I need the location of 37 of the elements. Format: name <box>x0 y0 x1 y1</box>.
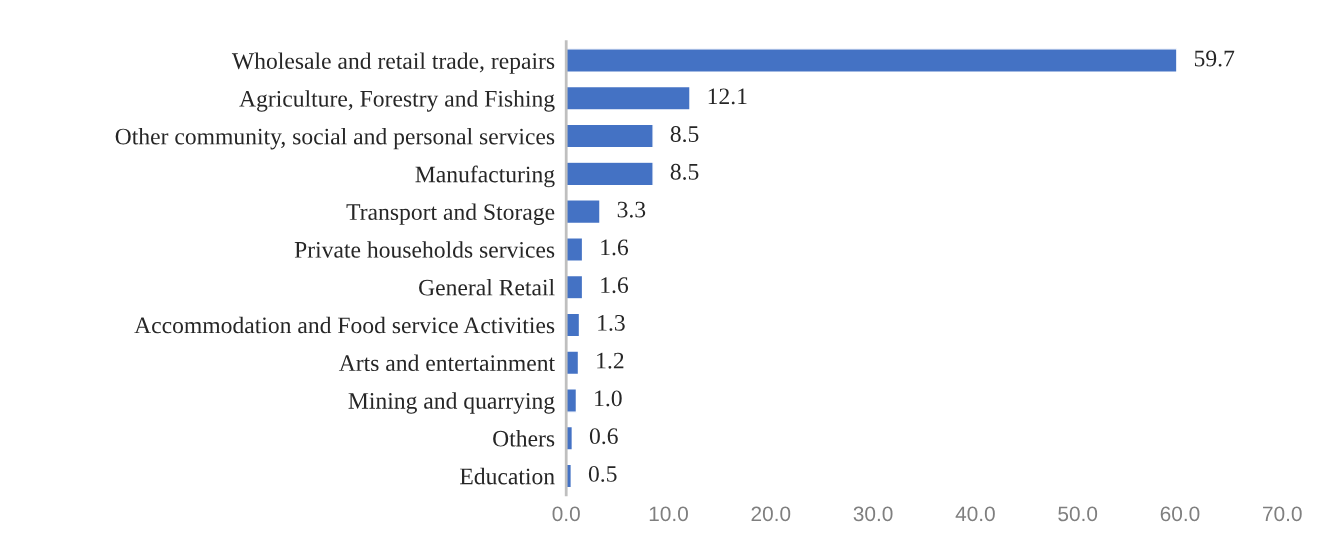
y-tick-label: Others <box>493 430 555 447</box>
data-label: 59.7 <box>1194 50 1235 67</box>
data-label: 8.5 <box>670 163 699 180</box>
y-tick-label: General Retail <box>419 278 555 296</box>
data-label: 0.5 <box>588 465 617 482</box>
x-tick-label: 40.0 <box>955 506 995 522</box>
x-tick-label: 10.0 <box>649 506 688 522</box>
x-tick-label: 60.0 <box>1160 506 1200 522</box>
x-tick-label: 50.0 <box>1058 506 1098 522</box>
bar <box>566 48 1178 73</box>
data-label: 1.0 <box>595 390 622 407</box>
bar <box>566 123 654 149</box>
y-tick-label: Arts and entertainment <box>338 354 555 372</box>
data-label: 12.1 <box>708 88 747 105</box>
y-tick-label: Accommodation and Food service Activities <box>134 316 555 334</box>
data-label: 1.6 <box>601 239 629 256</box>
x-tick-label: 0.0 <box>552 506 580 522</box>
y-tick-label: Wholesale and retail trade, repairs <box>231 52 555 74</box>
x-tick-label: 70.0 <box>1263 506 1302 522</box>
y-tick-label: Education <box>460 467 555 485</box>
y-tick-label: Mining and quarrying <box>348 392 555 414</box>
data-label: 3.3 <box>617 201 646 218</box>
x-tick-label: 20.0 <box>751 506 791 522</box>
x-tick-label: 30.0 <box>853 506 893 522</box>
data-label: 1.2 <box>597 352 624 369</box>
y-tick-label: Agriculture, Forestry and Fishing <box>239 90 555 112</box>
bar <box>566 85 691 111</box>
y-tick-label: Other community, social and personal services <box>115 127 555 150</box>
data-label: 1.6 <box>601 277 629 294</box>
data-label: 0.6 <box>589 428 618 445</box>
data-label: 8.5 <box>670 126 699 143</box>
y-tick-label: Manufacturing <box>415 165 555 188</box>
data-label: 1.3 <box>598 314 625 331</box>
y-tick-label: Private households services <box>294 241 555 258</box>
bar <box>566 161 654 187</box>
bar <box>566 199 601 225</box>
y-tick-label: Transport and Storage <box>346 203 555 225</box>
